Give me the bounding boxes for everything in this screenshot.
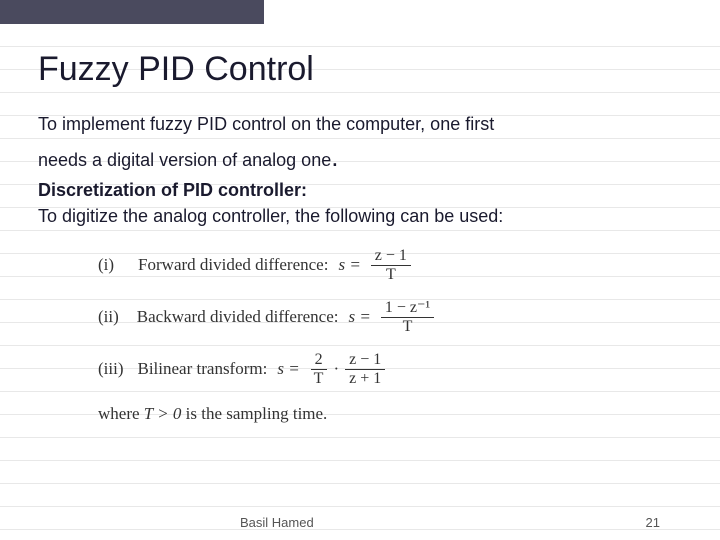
- note-b: T > 0: [144, 404, 182, 423]
- formula-prenum: 2: [311, 351, 327, 370]
- formula-s: s =: [277, 359, 299, 379]
- footer-page-number: 21: [646, 515, 660, 530]
- body-text: To implement fuzzy PID control on the co…: [38, 111, 682, 229]
- formula-den: z + 1: [345, 370, 385, 388]
- para-1-line-1: To implement fuzzy PID control on the co…: [38, 111, 682, 137]
- formula-s: s =: [338, 255, 360, 275]
- formula-den: T: [382, 266, 400, 284]
- formula-num: 1 − z⁻¹: [381, 299, 434, 318]
- para-1-line-2: needs a digital version of analog one.: [38, 139, 682, 177]
- formula-label: Bilinear transform:: [138, 359, 268, 379]
- formula-s: s =: [349, 307, 371, 327]
- formula-num: z − 1: [371, 247, 411, 266]
- formula-roman: (ii): [98, 307, 119, 327]
- note-c: is the sampling time.: [181, 404, 327, 423]
- top-accent-bar: [0, 0, 264, 24]
- formulas-block: (i) Forward divided difference: s = z − …: [98, 247, 682, 424]
- footer: Basil Hamed 21: [0, 515, 720, 530]
- formula-forward: (i) Forward divided difference: s = z − …: [98, 247, 682, 283]
- slide-title: Fuzzy PID Control: [38, 50, 682, 89]
- formula-roman: (iii): [98, 359, 124, 379]
- formula-prefraction: 2 T: [310, 351, 328, 387]
- para-2: To digitize the analog controller, the f…: [38, 203, 682, 229]
- para-1-line-2a: needs a digital version of analog one: [38, 150, 331, 170]
- note-a: where: [98, 404, 144, 423]
- para-1-line-2b: .: [331, 142, 338, 172]
- formula-label: Backward divided difference:: [137, 307, 339, 327]
- formula-roman: (i): [98, 255, 114, 275]
- formula-den: T: [399, 318, 417, 336]
- footer-author: Basil Hamed: [240, 515, 314, 530]
- formula-bilinear: (iii) Bilinear transform: s = 2 T · z − …: [98, 351, 682, 387]
- subheading: Discretization of PID controller:: [38, 177, 682, 203]
- formula-preden: T: [310, 370, 328, 388]
- formula-fraction: z − 1 T: [371, 247, 411, 283]
- formula-label: Forward divided difference:: [138, 255, 328, 275]
- formula-fraction: z − 1 z + 1: [345, 351, 385, 387]
- formula-backward: (ii) Backward divided difference: s = 1 …: [98, 299, 682, 335]
- sampling-note: where T > 0 is the sampling time.: [98, 404, 682, 424]
- formula-fraction: 1 − z⁻¹ T: [381, 299, 434, 335]
- formula-num: z − 1: [345, 351, 385, 370]
- slide-content: Fuzzy PID Control To implement fuzzy PID…: [38, 50, 682, 424]
